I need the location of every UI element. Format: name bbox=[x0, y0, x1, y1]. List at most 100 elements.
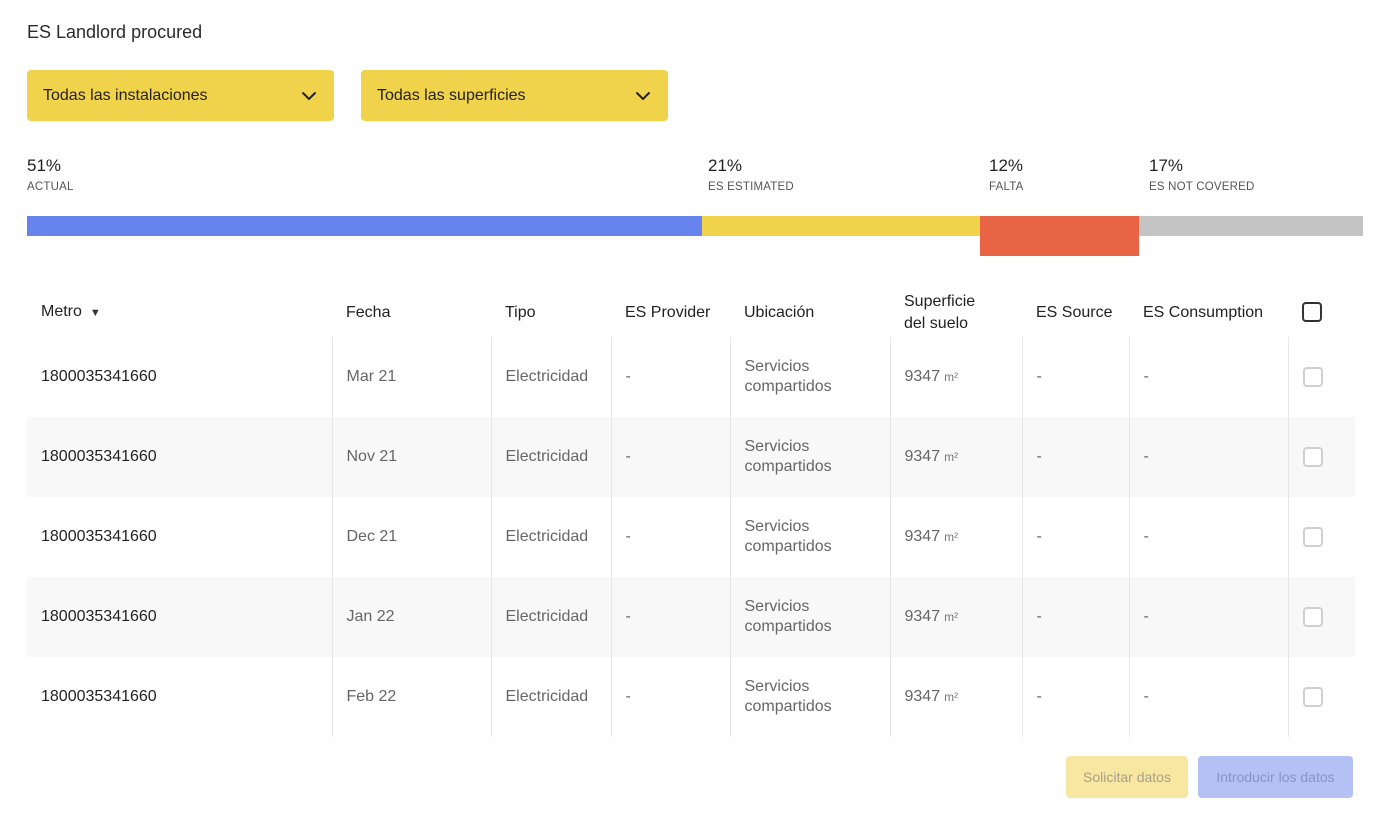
cell-source: - bbox=[1021, 657, 1129, 737]
cell-tipo: Electricidad bbox=[490, 417, 611, 497]
column-header-superficie-line1: Superficie bbox=[904, 292, 976, 310]
cell-area-value: 9347 bbox=[904, 368, 941, 385]
table-header-row: Metro ▼ Fecha Tipo ES Provider Ubicación … bbox=[27, 288, 1355, 337]
caret-down-icon[interactable]: ▼ bbox=[89, 307, 101, 319]
coverage-bar-falta[interactable] bbox=[980, 216, 1139, 256]
column-header-superficie-line2: del suelo bbox=[904, 314, 969, 332]
cell-ubicacion-line2: compartidos bbox=[744, 618, 832, 635]
coverage-notcovered-stat: 17% ES NOT COVERED bbox=[1149, 156, 1254, 193]
cell-fecha: Jan 22 bbox=[331, 577, 491, 657]
cell-area-unit: m² bbox=[944, 370, 959, 384]
cell-ubicacion-line1: Servicios bbox=[744, 438, 810, 455]
cell-superficie: 9347 m² bbox=[889, 497, 1022, 577]
coverage-actual-pct: 51% bbox=[27, 156, 62, 175]
column-header-ubicacion: Ubicación bbox=[744, 303, 815, 321]
cell-area-value: 9347 bbox=[904, 688, 941, 705]
coverage-falta-pct: 12% bbox=[989, 156, 1024, 175]
cell-metro: 1800035341660 bbox=[27, 337, 332, 417]
cell-consumption: - bbox=[1128, 337, 1288, 417]
column-header-fecha: Fecha bbox=[346, 303, 391, 321]
surfaces-dropdown-label: Todas las superficies bbox=[377, 86, 526, 104]
coverage-bar bbox=[27, 216, 1363, 256]
cell-select bbox=[1287, 657, 1355, 737]
cell-ubicacion-line1: Servicios bbox=[744, 518, 810, 535]
cell-ubicacion: Servicios compartidos bbox=[729, 657, 890, 737]
cell-consumption: - bbox=[1128, 417, 1288, 497]
cell-provider: - bbox=[610, 497, 730, 577]
cell-source: - bbox=[1021, 577, 1129, 657]
surfaces-dropdown[interactable]: Todas las superficies bbox=[361, 70, 668, 121]
cell-area-value: 9347 bbox=[904, 608, 941, 625]
cell-ubicacion-line1: Servicios bbox=[744, 598, 810, 615]
table-row: 1800035341660 Jan 22 Electricidad - Servicio… bbox=[27, 577, 1355, 657]
chevron-down-icon bbox=[302, 91, 316, 100]
row-checkbox[interactable] bbox=[1302, 606, 1323, 627]
cell-source: - bbox=[1021, 417, 1129, 497]
cell-ubicacion-line1: Servicios bbox=[744, 678, 810, 695]
coverage-actual-stat: 51% ACTUAL bbox=[27, 156, 74, 193]
cell-tipo: Electricidad bbox=[490, 657, 611, 737]
enter-data-button[interactable]: Introducir los datos bbox=[1198, 756, 1353, 798]
page-title: ES Landlord procured bbox=[27, 22, 203, 42]
cell-area-unit: m² bbox=[944, 610, 959, 624]
cell-area-unit: m² bbox=[944, 530, 959, 544]
cell-select bbox=[1287, 497, 1355, 577]
cell-select bbox=[1287, 337, 1355, 417]
coverage-estimated-pct: 21% bbox=[708, 156, 743, 175]
cell-consumption: - bbox=[1128, 577, 1288, 657]
coverage-bar-actual[interactable] bbox=[27, 216, 702, 236]
cell-metro: 1800035341660 bbox=[27, 497, 332, 577]
installations-dropdown[interactable]: Todas las instalaciones bbox=[27, 70, 334, 121]
cell-superficie: 9347 m² bbox=[889, 657, 1022, 737]
table-row: 1800035341660 Mar 21 Electricidad - Servicio… bbox=[27, 337, 1355, 417]
cell-select bbox=[1287, 417, 1355, 497]
cell-ubicacion-line2: compartidos bbox=[744, 698, 832, 715]
coverage-estimated-stat: 21% ES ESTIMATED bbox=[708, 156, 794, 193]
coverage-bar-notcovered[interactable] bbox=[1139, 216, 1363, 236]
request-data-button[interactable]: Solicitar datos bbox=[1066, 756, 1188, 798]
row-checkbox[interactable] bbox=[1302, 686, 1323, 707]
coverage-falta-stat: 12% FALTA bbox=[989, 156, 1023, 193]
select-all-checkbox[interactable] bbox=[1302, 302, 1322, 323]
cell-ubicacion: Servicios compartidos bbox=[729, 417, 890, 497]
cell-ubicacion-line2: compartidos bbox=[744, 378, 832, 395]
coverage-estimated-label: ES ESTIMATED bbox=[708, 181, 794, 193]
cell-area-unit: m² bbox=[944, 450, 959, 464]
cell-area-value: 9347 bbox=[904, 448, 941, 465]
cell-superficie: 9347 m² bbox=[889, 577, 1022, 657]
row-checkbox[interactable] bbox=[1302, 446, 1323, 467]
table-row: 1800035341660 Nov 21 Electricidad - Servicio… bbox=[27, 417, 1355, 497]
coverage-notcovered-label: ES NOT COVERED bbox=[1149, 181, 1255, 193]
cell-provider: - bbox=[610, 337, 730, 417]
cell-consumption: - bbox=[1128, 497, 1288, 577]
table-row: 1800035341660 Dec 21 Electricidad - Servicio… bbox=[27, 497, 1355, 577]
cell-ubicacion: Servicios compartidos bbox=[729, 497, 890, 577]
coverage-bar-estimated[interactable] bbox=[702, 216, 980, 236]
cell-tipo: Electricidad bbox=[490, 497, 611, 577]
meter-table: Metro ▼ Fecha Tipo ES Provider Ubicación … bbox=[27, 288, 1355, 737]
coverage-actual-label: ACTUAL bbox=[27, 181, 74, 193]
row-checkbox[interactable] bbox=[1302, 366, 1323, 387]
coverage-falta-label: FALTA bbox=[989, 181, 1024, 193]
cell-fecha: Feb 22 bbox=[331, 657, 491, 737]
cell-metro: 1800035341660 bbox=[27, 577, 332, 657]
column-header-tipo: Tipo bbox=[505, 303, 536, 321]
column-header-metro-label: Metro bbox=[41, 303, 82, 320]
cell-source: - bbox=[1021, 497, 1129, 577]
cell-metro: 1800035341660 bbox=[27, 657, 332, 737]
cell-ubicacion-line2: compartidos bbox=[744, 538, 832, 555]
column-header-consumption: ES Consumption bbox=[1143, 303, 1264, 321]
cell-tipo: Electricidad bbox=[490, 577, 611, 657]
cell-fecha: Dec 21 bbox=[331, 497, 491, 577]
cell-tipo: Electricidad bbox=[490, 337, 611, 417]
column-header-metro[interactable]: Metro ▼ bbox=[27, 288, 332, 337]
table-row: 1800035341660 Feb 22 Electricidad - Servicio… bbox=[27, 657, 1355, 737]
cell-ubicacion-line1: Servicios bbox=[744, 358, 810, 375]
cell-area-value: 9347 bbox=[904, 528, 941, 545]
cell-select bbox=[1287, 577, 1355, 657]
row-checkbox[interactable] bbox=[1302, 526, 1323, 547]
cell-ubicacion: Servicios compartidos bbox=[729, 337, 890, 417]
column-header-superficie: Superficie del suelo bbox=[890, 288, 1022, 337]
cell-ubicacion: Servicios compartidos bbox=[729, 577, 890, 657]
cell-fecha: Mar 21 bbox=[331, 337, 491, 417]
